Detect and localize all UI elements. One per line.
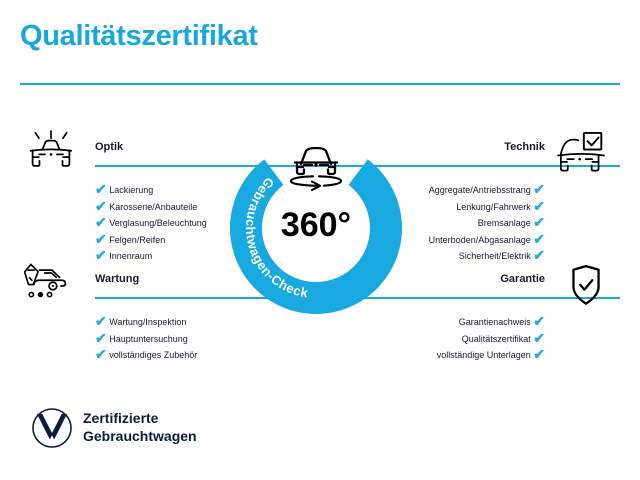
svg-text:360°: 360° — [281, 206, 351, 244]
